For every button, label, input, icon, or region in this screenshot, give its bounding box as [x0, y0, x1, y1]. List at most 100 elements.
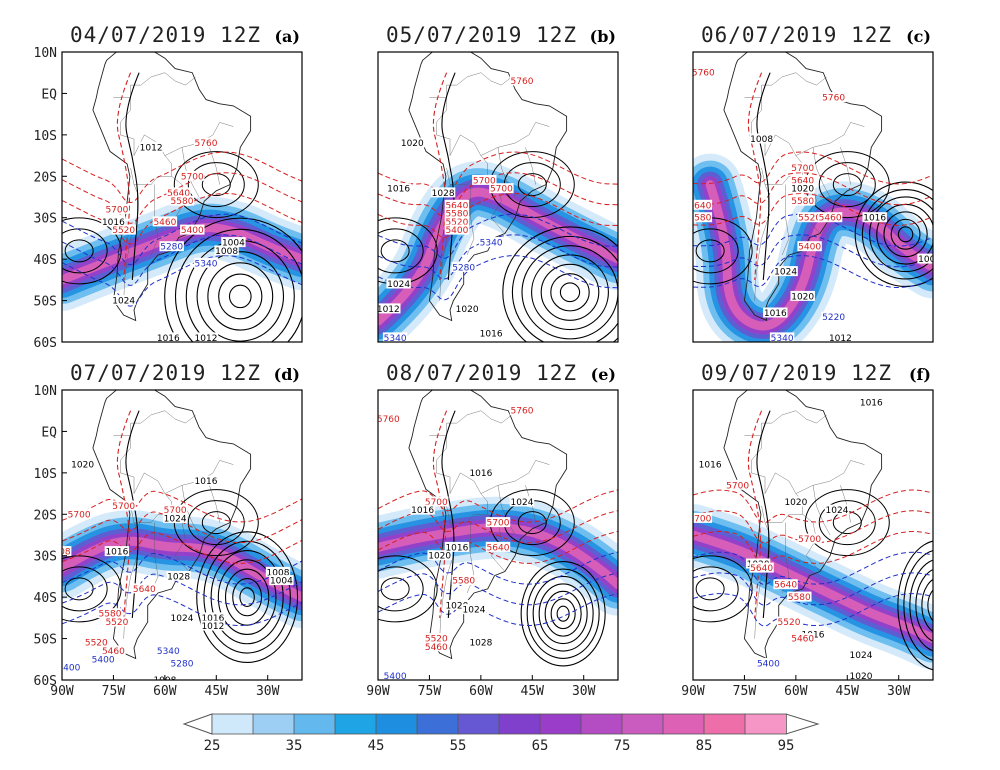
contour-label-text: 1020: [791, 185, 814, 195]
contour-label: 5700: [797, 533, 822, 545]
contour-label: 1008: [749, 133, 774, 145]
geopotential-contour: [693, 255, 933, 288]
contour-label-text: 5340: [195, 259, 218, 269]
mslp-isobar: [517, 173, 547, 197]
contour-label-text: 1020: [401, 139, 424, 149]
contour-label-text: 1020: [428, 552, 451, 562]
mslp-isobar: [125, 410, 140, 618]
contour-label-text: 5280: [160, 243, 183, 253]
mslp-isobar: [897, 226, 914, 243]
contour-label-text: 5700: [181, 172, 204, 182]
country-border: [744, 410, 827, 436]
mslp-isobar: [196, 531, 299, 663]
contour-label-text: 5700: [425, 498, 448, 508]
contour-label: 5700: [180, 170, 205, 182]
contour-label-text: 5400: [445, 226, 468, 236]
map-area: 1016 1016 5700 1020 1024 5700 5700 1020 56405640…: [693, 390, 946, 680]
contour-label: 5700: [790, 162, 815, 174]
mslp-isobar: [934, 596, 946, 615]
contour-label: 5220: [821, 311, 846, 323]
y-tick-label: 10N: [34, 384, 57, 399]
mslp-isobar: [854, 181, 933, 288]
contour-label: 5760: [693, 67, 716, 79]
mslp-isobar: [380, 577, 410, 601]
contour-label: 5340: [478, 237, 504, 249]
contour-label-text: 5520: [778, 618, 801, 628]
map-area: 5760576010165700101657001024564010201016…: [377, 390, 618, 680]
contour-label-text: 5700: [473, 176, 496, 186]
x-tick-label: 45W: [205, 684, 229, 699]
x-tick-label: 90W: [50, 684, 74, 699]
mslp-isobar: [540, 263, 600, 321]
y-tick-label: 20S: [34, 508, 57, 523]
contour-label: 1024: [386, 278, 411, 290]
contour-label: 5760: [377, 413, 401, 425]
contour-label: 5520: [424, 633, 449, 645]
country-border: [795, 122, 865, 156]
contour-label: 1004: [221, 237, 246, 249]
contour-label-text: 5460: [791, 635, 814, 645]
contour-label: 5700: [424, 496, 449, 508]
geopotential-contour: [378, 255, 618, 301]
mslp-isobar: [239, 587, 255, 607]
colorbar-swatch: [457, 713, 500, 735]
contour-label-text: 5340: [384, 334, 407, 344]
mslp-isobar: [64, 577, 94, 601]
contour-label: 1020: [790, 183, 815, 195]
geopotential-contour: [693, 530, 933, 565]
contour-label: 5400: [382, 670, 408, 680]
contour-label: 1016: [697, 459, 723, 471]
contour-label: 1004: [269, 575, 294, 587]
mslp-isobar: [125, 72, 140, 280]
geopotential-contour: [378, 572, 618, 606]
contour-label-text: 5400: [757, 659, 780, 669]
country-border: [429, 410, 512, 436]
contour-label: 5340: [193, 257, 219, 269]
contour-label: 1012: [378, 303, 401, 315]
geopotential-contour: [378, 593, 618, 626]
country-border: [150, 184, 159, 256]
colorbar: 25 35 45 55 65 75 85 95: [182, 713, 820, 754]
contour-label-text: 1016: [764, 309, 787, 319]
contour-label: 1016: [862, 212, 887, 224]
country-border: [812, 485, 831, 536]
contour-label: 1020: [70, 459, 95, 471]
contour-label: 5760: [193, 137, 219, 149]
contour-label-text: 5760: [511, 77, 534, 87]
geopotential-contour: [693, 172, 933, 206]
contour-label: 1020: [444, 599, 470, 611]
contour-label-text: 1008: [918, 255, 941, 265]
panel-letter: (c): [906, 27, 931, 46]
mslp-isobar: [441, 410, 456, 618]
contour-label: 5700: [485, 517, 511, 529]
colorbar-swatch: [662, 713, 705, 735]
country-border: [436, 97, 488, 177]
contour-label-text: 5580: [99, 610, 122, 620]
colorbar-swatch: [580, 713, 623, 735]
contour-label-text: 1024: [164, 514, 187, 524]
mslp-isobar: [550, 598, 576, 630]
contour-label-text: 5700: [726, 481, 749, 491]
geopotential-contour: [62, 255, 302, 307]
colorbar-swatch: [293, 713, 336, 735]
x-tick-label: 60W: [153, 684, 177, 699]
geopotential-contour: [432, 410, 448, 618]
contour-label: 5700: [472, 174, 497, 186]
panel-f: 09/07/2019 12Z (f) 1016 1016 5700 1020 1024 570…: [681, 361, 946, 699]
contour-label-text: 5760: [195, 139, 218, 149]
mslp-isobar: [62, 566, 108, 612]
y-tick-label: 30S: [34, 550, 57, 565]
geopotential-contour: [378, 530, 618, 564]
colorbar-label: 85: [696, 738, 713, 754]
colorbar-swatch: [375, 713, 418, 735]
contour-label: 5460: [152, 216, 178, 228]
mslp-isobar: [544, 590, 582, 637]
contour-label: 5340: [156, 645, 181, 657]
mslp-isobar: [201, 511, 231, 535]
contour-label-text: 1028: [469, 639, 492, 649]
contour-label-text: 5760: [377, 415, 400, 425]
contour-label: 1028: [468, 637, 494, 649]
mslp-isobar: [217, 559, 277, 635]
